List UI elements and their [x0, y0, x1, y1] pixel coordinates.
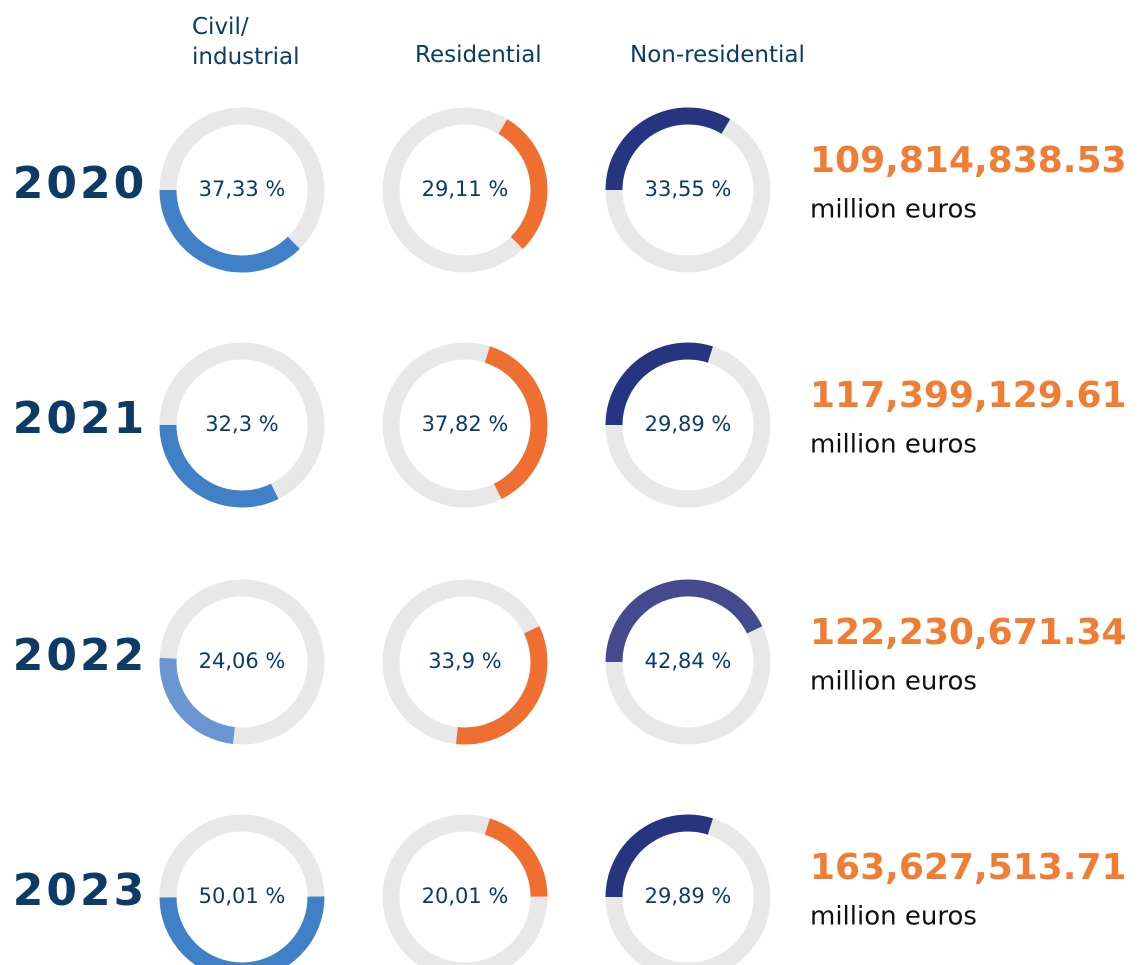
- percent-label: 33,9 %: [428, 649, 501, 673]
- donut-arc: [484, 818, 548, 897]
- donut-arc: [484, 346, 548, 499]
- percent-label: 29,89 %: [645, 884, 732, 908]
- column-header: Civil/industrial: [192, 14, 299, 70]
- percent-label: 32,3 %: [205, 412, 278, 436]
- total-value: 117,399,129.61: [810, 375, 1127, 416]
- percent-label: 29,11 %: [422, 177, 509, 201]
- year-label: 2021: [13, 393, 147, 444]
- total-unit: million euros: [810, 667, 977, 697]
- total-unit: million euros: [810, 195, 977, 225]
- donut-arc: [159, 189, 300, 273]
- donut-track: [382, 814, 548, 965]
- column-header: Non-residential: [630, 42, 805, 68]
- percent-label: 37,33 %: [199, 177, 286, 201]
- total-value: 109,814,838.53: [810, 140, 1127, 181]
- percent-label: 29,89 %: [645, 412, 732, 436]
- donut-arc: [605, 107, 731, 191]
- donut-arc: [605, 814, 713, 898]
- percent-label: 50,01 %: [199, 884, 286, 908]
- donut-arc: [605, 342, 713, 426]
- percent-label: 24,06 %: [199, 649, 286, 673]
- year-label: 2022: [13, 630, 147, 681]
- total-value: 163,627,513.71: [810, 847, 1127, 888]
- total-unit: million euros: [810, 430, 977, 460]
- total-unit: million euros: [810, 902, 977, 932]
- percent-label: 20,01 %: [422, 884, 509, 908]
- donut-arc: [159, 896, 325, 965]
- donut-arc: [498, 119, 548, 249]
- percent-label: 37,82 %: [422, 412, 509, 436]
- donut-arc: [159, 657, 236, 745]
- year-label: 2023: [13, 865, 147, 916]
- percent-label: 33,55 %: [645, 177, 732, 201]
- percent-label: 42,84 %: [645, 649, 732, 673]
- total-value: 122,230,671.34: [810, 612, 1127, 653]
- donut-arc: [159, 424, 279, 508]
- column-header: Residential: [415, 42, 542, 68]
- year-label: 2020: [13, 158, 147, 209]
- donut-arc: [456, 626, 548, 745]
- donut-arc: [605, 579, 763, 663]
